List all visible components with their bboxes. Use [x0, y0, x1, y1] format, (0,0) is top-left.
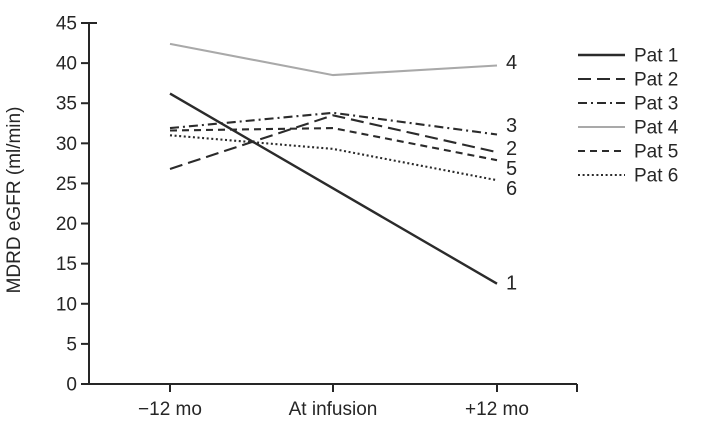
- y-tick-label: 10: [56, 294, 77, 315]
- series-end-label-1: 1: [506, 273, 517, 295]
- legend-label-pat-2: Pat 2: [634, 70, 678, 91]
- series-line-pat-4: [169, 42, 498, 77]
- series-end-label-4: 4: [506, 52, 517, 74]
- y-tick-label: 0: [66, 375, 77, 396]
- legend-label-pat-6: Pat 6: [634, 166, 678, 187]
- series-end-label-2: 2: [506, 138, 517, 160]
- x-tick-label: −12 mo: [138, 399, 202, 420]
- y-tick-label: 40: [56, 54, 77, 75]
- series-end-label-5: 5: [506, 158, 517, 180]
- y-tick-label: 25: [56, 174, 77, 195]
- y-tick-label: 30: [56, 134, 77, 155]
- series-line-pat-2: [169, 114, 498, 170]
- series-line-pat-3: [169, 111, 498, 136]
- y-tick-label: 35: [56, 94, 77, 115]
- series-line-pat-1: [169, 92, 498, 285]
- y-axis-title: MDRD eGFR (ml/min): [4, 107, 25, 294]
- x-tick-label: At infusion: [289, 399, 378, 420]
- y-tick-label: 15: [56, 254, 77, 275]
- legend-label-pat-5: Pat 5: [634, 142, 678, 163]
- series-end-label-6: 6: [506, 178, 517, 200]
- y-tick-label: 20: [56, 214, 77, 235]
- series-line-pat-5: [169, 127, 498, 162]
- legend-label-pat-3: Pat 3: [634, 94, 678, 115]
- y-tick-label: 5: [66, 334, 77, 355]
- series-end-label-3: 3: [506, 115, 517, 137]
- legend-label-pat-1: Pat 1: [634, 46, 678, 67]
- legend-label-pat-4: Pat 4: [634, 118, 679, 139]
- y-tick-label: 45: [56, 14, 77, 35]
- x-tick-label: +12 mo: [465, 399, 529, 420]
